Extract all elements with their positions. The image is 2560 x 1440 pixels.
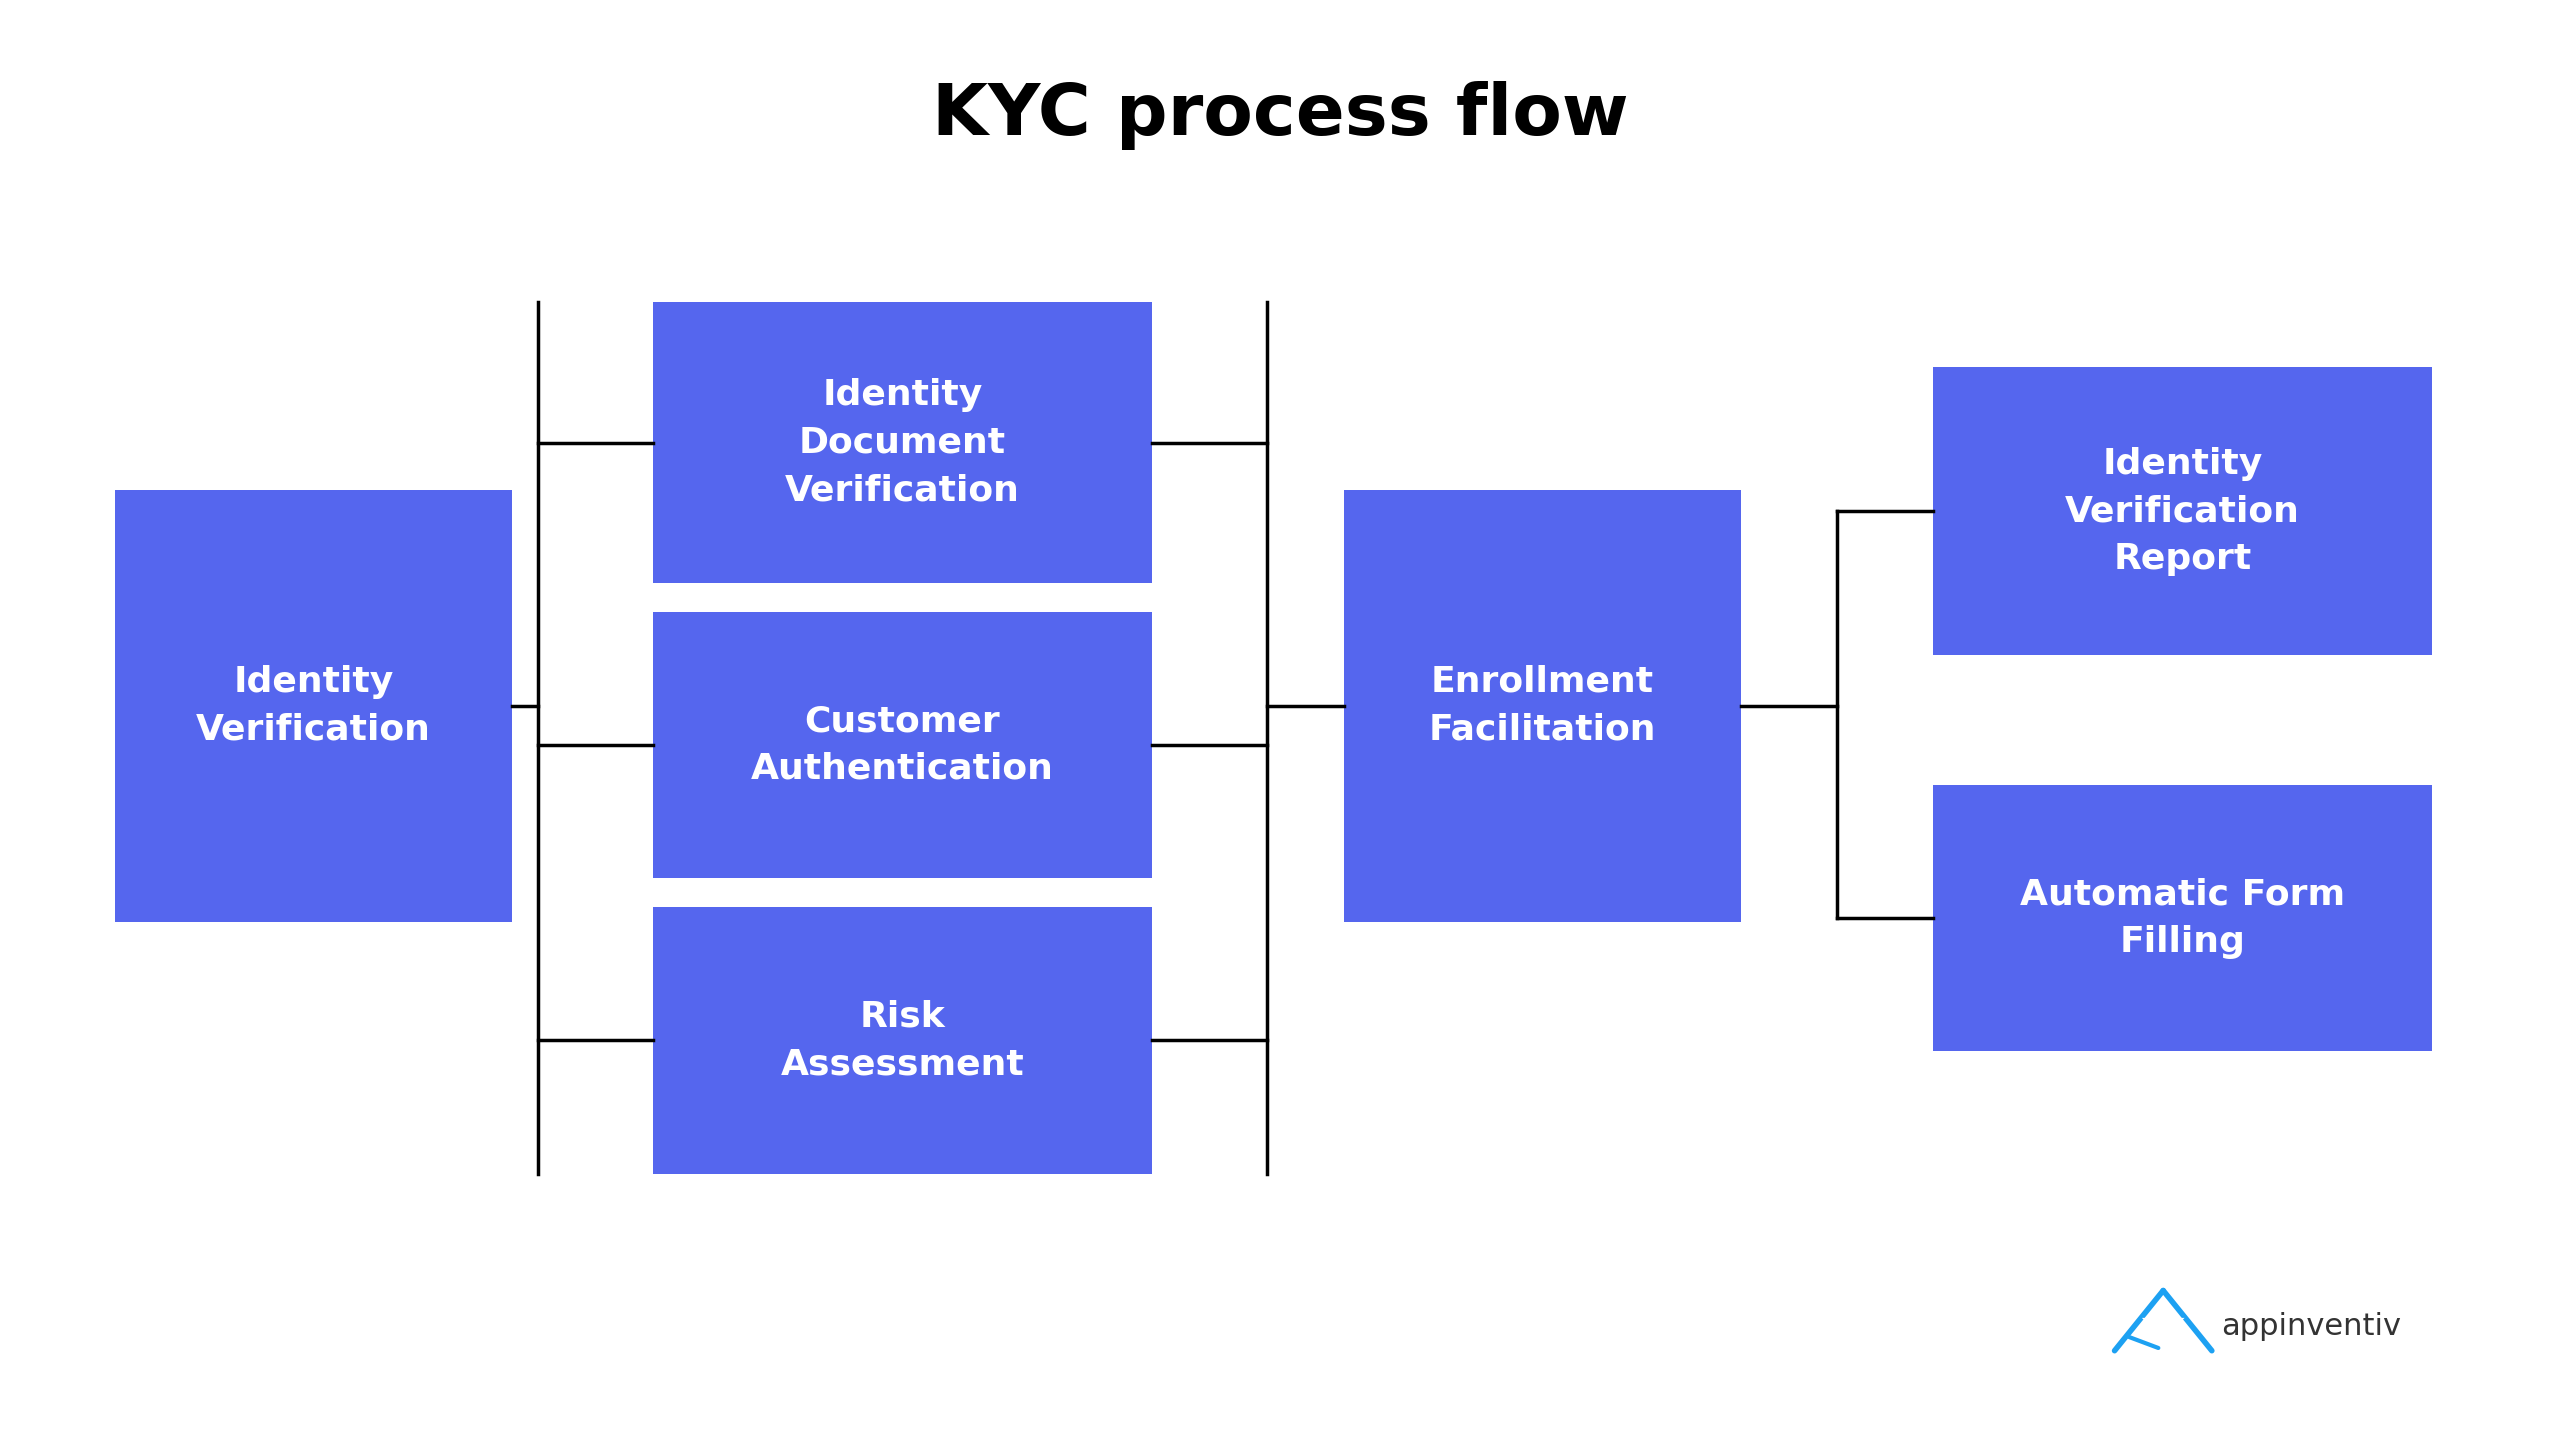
Polygon shape <box>2143 1318 2184 1339</box>
Text: Identity
Verification: Identity Verification <box>197 665 430 746</box>
FancyBboxPatch shape <box>1344 490 1741 922</box>
Text: Identity
Document
Verification: Identity Document Verification <box>786 379 1019 507</box>
Text: KYC process flow: KYC process flow <box>932 81 1628 150</box>
FancyBboxPatch shape <box>1933 367 2432 655</box>
Text: Customer
Authentication: Customer Authentication <box>750 704 1055 786</box>
FancyBboxPatch shape <box>653 907 1152 1174</box>
FancyBboxPatch shape <box>653 612 1152 878</box>
Text: Automatic Form
Filling: Automatic Form Filling <box>2020 877 2345 959</box>
Text: Enrollment
Facilitation: Enrollment Facilitation <box>1428 665 1656 746</box>
Text: appinventiv: appinventiv <box>2222 1312 2401 1341</box>
Text: Risk
Assessment: Risk Assessment <box>781 999 1024 1081</box>
Text: Identity
Verification
Report: Identity Verification Report <box>2066 446 2299 576</box>
FancyBboxPatch shape <box>1933 785 2432 1051</box>
FancyBboxPatch shape <box>115 490 512 922</box>
FancyBboxPatch shape <box>653 302 1152 583</box>
